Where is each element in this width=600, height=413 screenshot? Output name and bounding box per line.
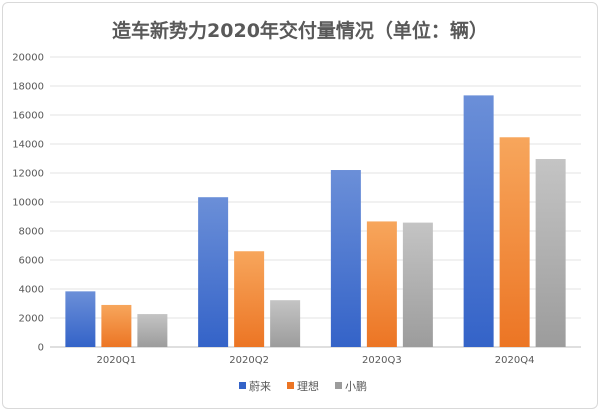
y-axis: 0 2000 4000 6000 8000 10000 12000 14000 16000 180… bbox=[12, 53, 44, 354]
legend-swatch bbox=[239, 382, 246, 389]
y-tick-label: 20000 bbox=[12, 53, 44, 64]
bar-小鹏-2020Q1 bbox=[137, 314, 168, 347]
bars bbox=[65, 95, 566, 347]
y-tick-label: 2000 bbox=[19, 314, 44, 325]
y-tick-label: 12000 bbox=[12, 169, 44, 180]
bar-蔚来-2020Q4 bbox=[463, 95, 494, 347]
bar-小鹏-2020Q3 bbox=[402, 222, 433, 347]
x-tick-label: 2020Q4 bbox=[495, 355, 535, 366]
x-tick-label: 2020Q2 bbox=[229, 355, 269, 366]
y-tick-label: 4000 bbox=[19, 285, 44, 296]
legend-label: 蔚来 bbox=[249, 380, 271, 393]
bar-蔚来-2020Q1 bbox=[65, 291, 96, 347]
bar-小鹏-2020Q2 bbox=[270, 300, 301, 347]
y-tick-label: 0 bbox=[38, 343, 44, 354]
x-tick-label: 2020Q3 bbox=[362, 355, 402, 366]
y-tick-label: 10000 bbox=[12, 198, 44, 209]
legend-swatch bbox=[335, 382, 342, 389]
y-tick-label: 8000 bbox=[19, 227, 44, 238]
legend-swatch bbox=[287, 382, 294, 389]
legend-label: 理想 bbox=[297, 379, 319, 393]
bar-蔚来-2020Q3 bbox=[330, 170, 361, 347]
bar-蔚来-2020Q2 bbox=[198, 197, 229, 347]
legend: 蔚来 理想 小鹏 bbox=[239, 379, 367, 393]
legend-label: 小鹏 bbox=[345, 380, 367, 393]
bar-理想-2020Q2 bbox=[234, 251, 265, 347]
chart-frame: 造车新势力2020年交付量情况（单位：辆） 0 2000 4000 6000 8000 1… bbox=[2, 2, 598, 409]
y-tick-label: 18000 bbox=[12, 82, 44, 93]
x-tick-label: 2020Q1 bbox=[97, 355, 137, 366]
y-tick-label: 6000 bbox=[19, 256, 44, 267]
chart-title: 造车新势力2020年交付量情况（单位：辆） bbox=[112, 19, 488, 42]
y-tick-label: 16000 bbox=[12, 111, 44, 122]
y-tick-label: 14000 bbox=[12, 140, 44, 151]
chart-svg: 造车新势力2020年交付量情况（单位：辆） 0 2000 4000 6000 8000 1… bbox=[12, 19, 581, 393]
x-axis: 2020Q1 2020Q2 2020Q3 2020Q4 bbox=[97, 355, 535, 366]
bar-理想-2020Q1 bbox=[101, 304, 132, 347]
bar-理想-2020Q4 bbox=[499, 137, 530, 347]
bar-理想-2020Q3 bbox=[366, 221, 397, 347]
bar-小鹏-2020Q4 bbox=[535, 159, 566, 347]
